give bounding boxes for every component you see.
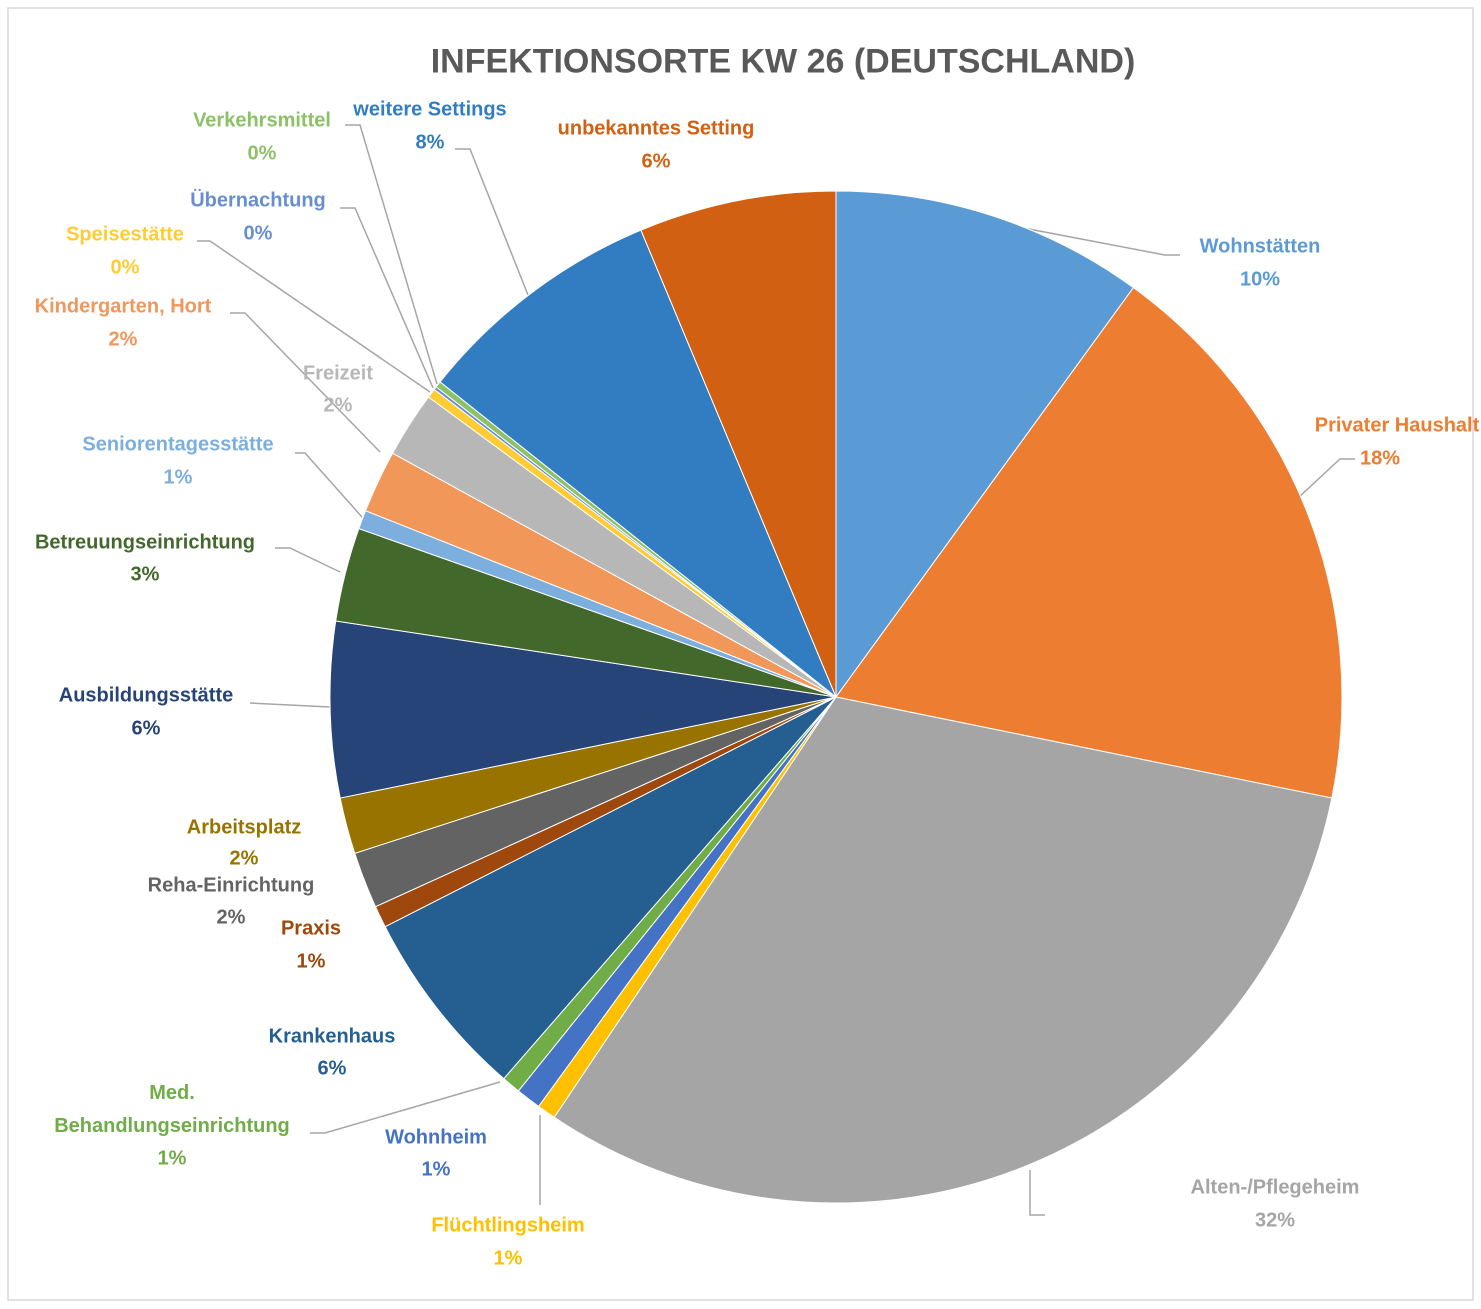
slice-value-label: 10%	[1239, 268, 1281, 291]
pie-slice	[640, 190, 837, 698]
slice-label: Med. Behandlungseinrichtung	[54, 1082, 290, 1137]
pie-slice	[553, 696, 1333, 1204]
slice-value-label: 32%	[1254, 1209, 1296, 1232]
leader-line	[345, 124, 438, 385]
pie-slice	[439, 229, 837, 698]
slice-label: Speisestätte	[66, 223, 184, 246]
pie-slice	[329, 620, 837, 799]
slice-label: Seniorentagesstätte	[82, 433, 274, 456]
slice-value-label: 2%	[229, 847, 259, 870]
slice-value-label: 1%	[296, 950, 326, 973]
slice-label: Flüchtlingsheim	[431, 1214, 585, 1237]
slice-value-label: 3%	[130, 563, 160, 586]
slice-value-label: 6%	[317, 1057, 347, 1080]
leader-line	[295, 452, 363, 518]
slice-label: Verkehrsmittel	[193, 109, 331, 132]
slice-label: Kindergarten, Hort	[34, 295, 212, 318]
slice-value-label: 1%	[493, 1247, 523, 1270]
slice-value-label: 6%	[641, 150, 671, 173]
leader-line	[340, 207, 434, 389]
pie-slice	[835, 190, 1135, 699]
slice-value-label: 1%	[157, 1147, 187, 1170]
slice-value-label: 18%	[1359, 447, 1401, 470]
slice-value-label: 0%	[110, 256, 140, 279]
chart-title: INFEKTIONSORTE KW 26 (DEUTSCHLAND)	[430, 42, 1136, 81]
slice-label: Praxis	[280, 917, 342, 940]
pie-slice	[384, 696, 837, 1080]
slice-label: Übernachtung	[190, 189, 326, 212]
leader-line	[249, 702, 331, 708]
slice-label: Krankenhaus	[268, 1025, 396, 1048]
leader-line	[1029, 1170, 1045, 1216]
leader-line	[275, 547, 341, 573]
slice-label: Wohnheim	[385, 1126, 487, 1149]
slice-label: Wohnstätten	[1199, 235, 1321, 258]
leader-line	[310, 1081, 501, 1134]
slice-value-label: 0%	[247, 142, 277, 165]
leader-line	[455, 148, 529, 296]
slice-label: Arbeitsplatz	[186, 816, 302, 839]
slice-value-label: 2%	[108, 328, 138, 351]
slice-value-label: 2%	[216, 906, 246, 929]
slice-label: Betreuungseinrichtung	[34, 531, 256, 554]
slices	[329, 190, 1343, 1204]
slice-value-label: 1%	[163, 466, 193, 489]
leader-line	[1284, 458, 1355, 511]
slice-label: Privater Haushalt	[1314, 414, 1480, 437]
slice-label: Alten-/Pflegeheim	[1190, 1176, 1360, 1199]
slice-value-label: 2%	[323, 394, 353, 417]
slice-label: Reha-Einrichtung	[147, 874, 315, 897]
slice-label: Freizeit	[302, 362, 374, 385]
slice-value-label: 8%	[415, 131, 445, 154]
slice-label: unbekanntes Setting	[557, 117, 755, 140]
slice-value-label: 6%	[131, 717, 161, 740]
slice-value-label: 0%	[243, 222, 273, 245]
pie-slice	[835, 286, 1343, 799]
leader-line	[230, 312, 381, 453]
slice-value-label: 1%	[421, 1158, 451, 1181]
slice-label: weitere Settings	[353, 98, 507, 121]
slice-label: Ausbildungsstätte	[58, 684, 234, 707]
leader-line	[197, 240, 431, 393]
